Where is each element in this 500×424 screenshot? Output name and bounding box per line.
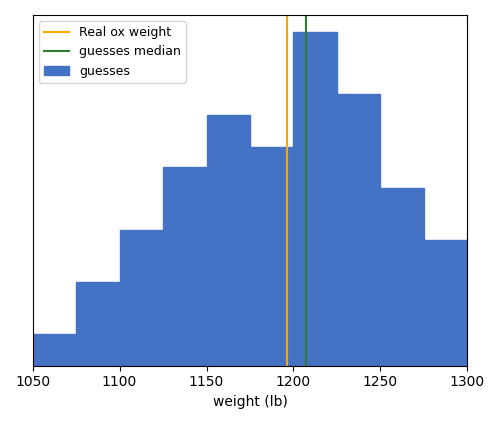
Bar bbox=[337, 94, 380, 366]
guesses median bbox=[302, 363, 308, 368]
Bar bbox=[294, 32, 337, 366]
Bar bbox=[250, 147, 294, 366]
Bar bbox=[380, 188, 424, 366]
Bar bbox=[424, 240, 468, 366]
Bar bbox=[120, 230, 163, 366]
Bar bbox=[32, 335, 76, 366]
guesses median bbox=[302, 353, 308, 358]
Legend: Real ox weight, guesses median, guesses: Real ox weight, guesses median, guesses bbox=[39, 21, 186, 83]
Real ox weight bbox=[284, 353, 290, 358]
Real ox weight bbox=[284, 363, 290, 368]
Bar bbox=[206, 115, 250, 366]
Bar bbox=[76, 282, 120, 366]
X-axis label: weight (lb): weight (lb) bbox=[212, 395, 288, 409]
Bar bbox=[163, 167, 206, 366]
